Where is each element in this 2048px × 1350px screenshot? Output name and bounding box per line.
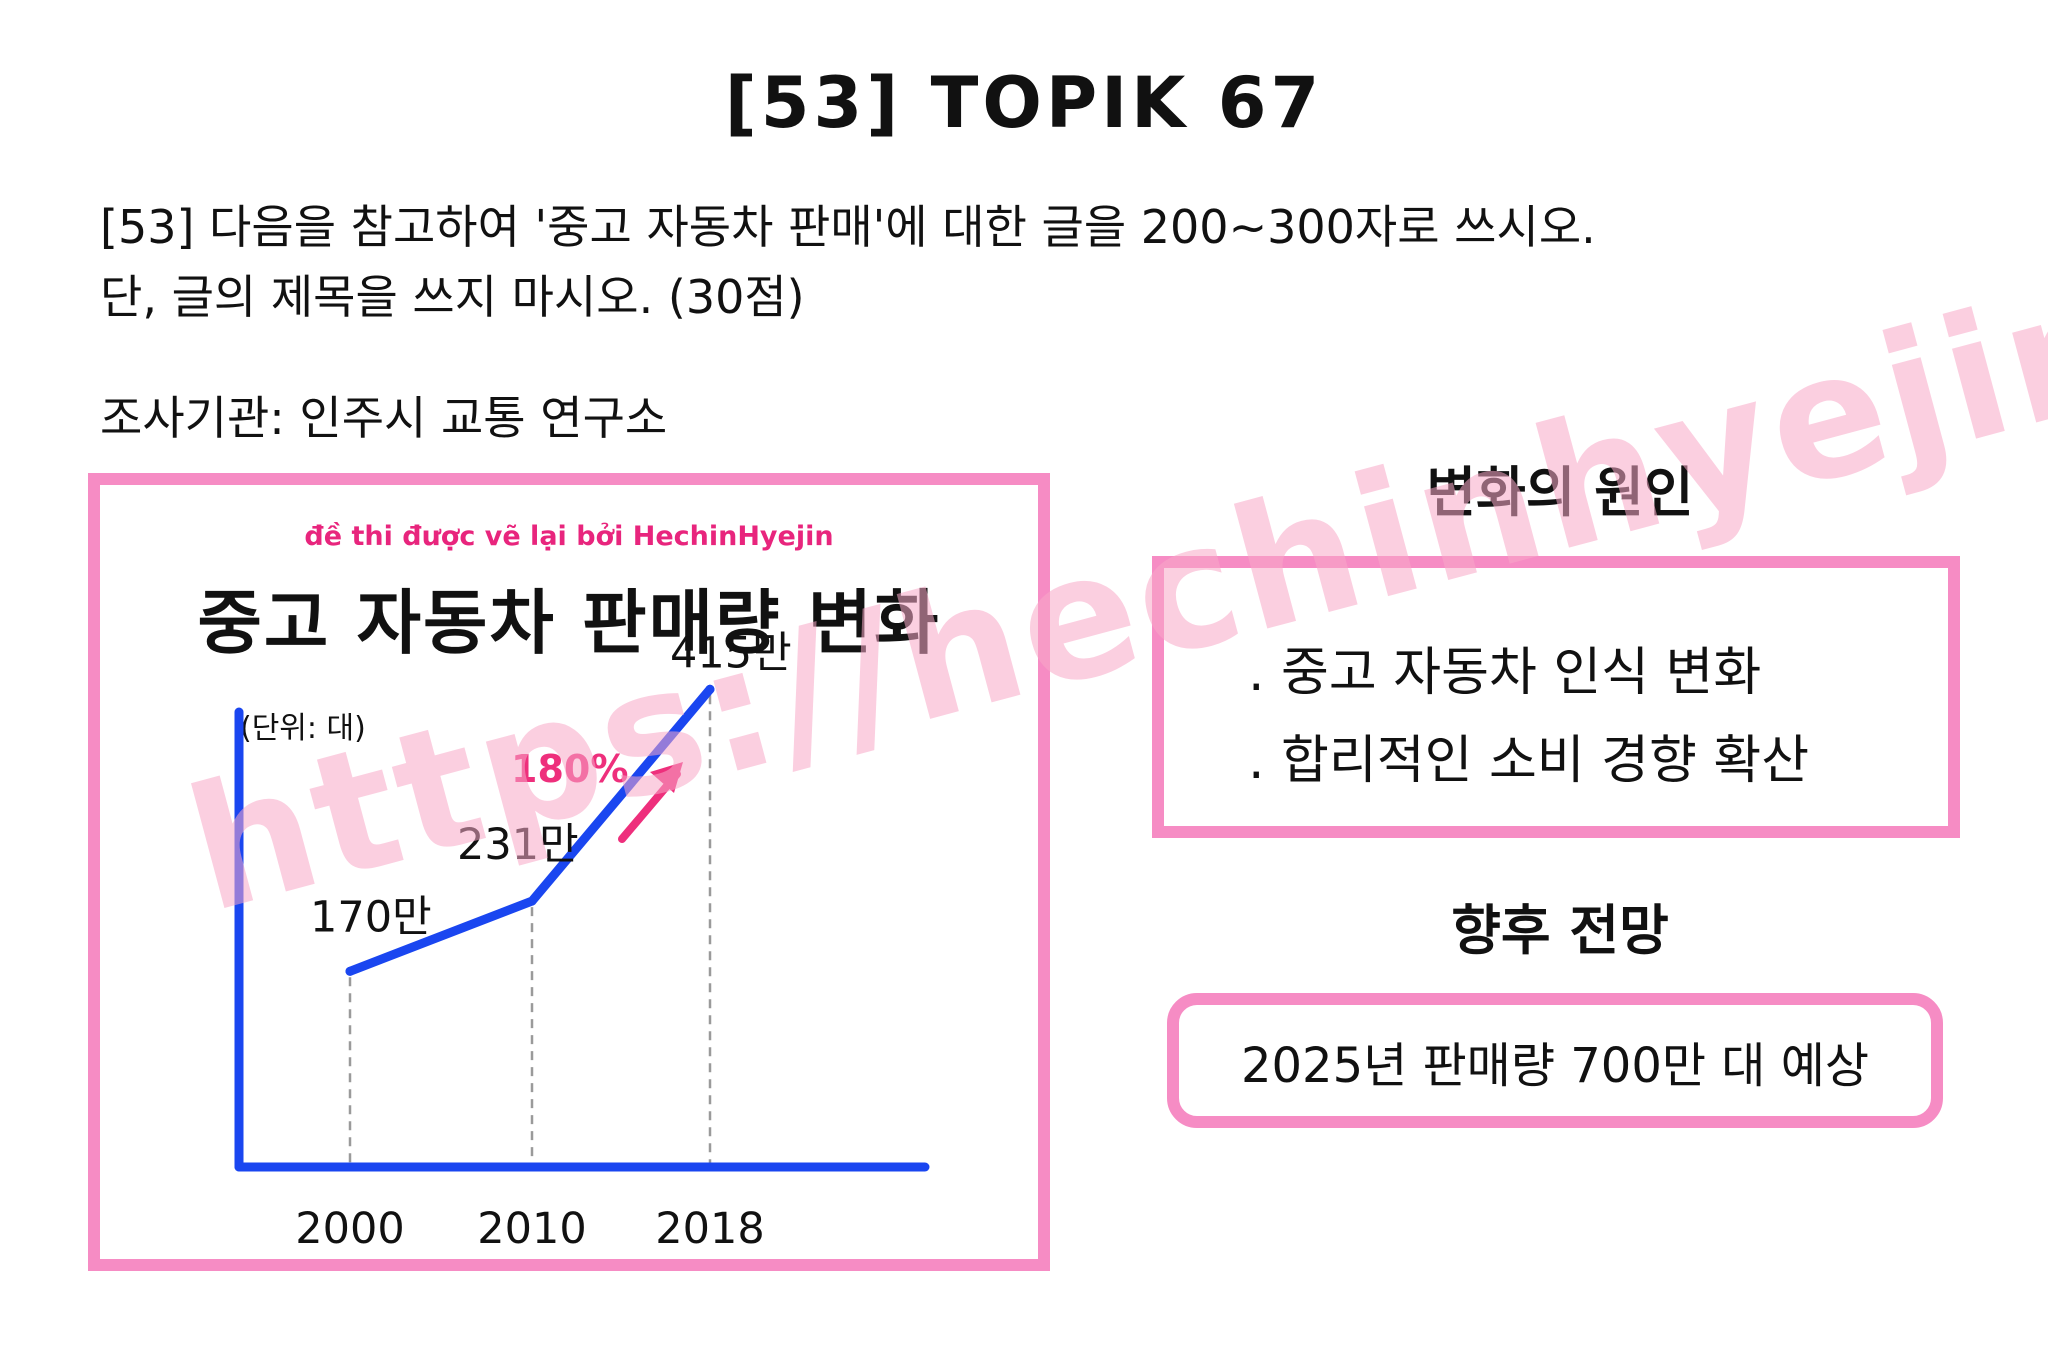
instruction: [53] 다음을 참고하여 '중고 자동차 판매'에 대한 글을 200~300… [100,192,1980,332]
causes-heading: 변화의 원인 [1426,461,1694,524]
data-point-2010 [527,896,537,906]
data-point-2000 [345,966,355,976]
data-point-2018 [705,684,715,694]
x-tick-2000: 2000 [295,1204,404,1254]
point-label-2010: 231만 [457,820,579,870]
unit-label: (단위: 대) [240,711,366,746]
growth-arrow-head [650,762,683,793]
growth-label: 180% [511,747,628,791]
chart-credit: đề thi được vẽ lại bởi HechinHyejin [304,521,834,552]
instruction-line-2: 단, 글의 제목을 쓰지 마시오. (30점) [100,270,805,324]
page-title: [53] TOPIK 67 [724,62,1324,144]
causes-box: . 중고 자동차 인식 변화 . 합리적인 소비 경향 확산 [1152,556,1960,838]
growth-annotation: 180% [511,747,683,843]
outlook-text: 2025년 판매량 700만 대 예상 [1240,1037,1870,1094]
cause-item-1: . 중고 자동차 인식 변화 [1248,643,1762,703]
line-chart: (단위: 대) 170만 231만 415만 2000 2010 2018 180% [234,628,930,1254]
outlook-heading: 향후 전망 [1451,899,1669,962]
instruction-line-1: [53] 다음을 참고하여 '중고 자동차 판매'에 대한 글을 200~300… [100,200,1596,254]
point-label-2018: 415만 [670,628,792,678]
outlook-box: 2025년 판매량 700만 대 예상 [1167,993,1943,1128]
chart-frame: đề thi được vẽ lại bởi HechinHyejin 중고 자… [88,473,1050,1271]
x-tick-2010: 2010 [477,1204,586,1254]
cause-item-2: . 합리적인 소비 경향 확산 [1248,731,1810,791]
source-line: 조사기관: 인주시 교통 연구소 [100,391,668,445]
chart-title: 중고 자동차 판매량 변화 [197,582,941,664]
point-label-2000: 170만 [310,892,432,942]
x-tick-2018: 2018 [655,1204,764,1254]
